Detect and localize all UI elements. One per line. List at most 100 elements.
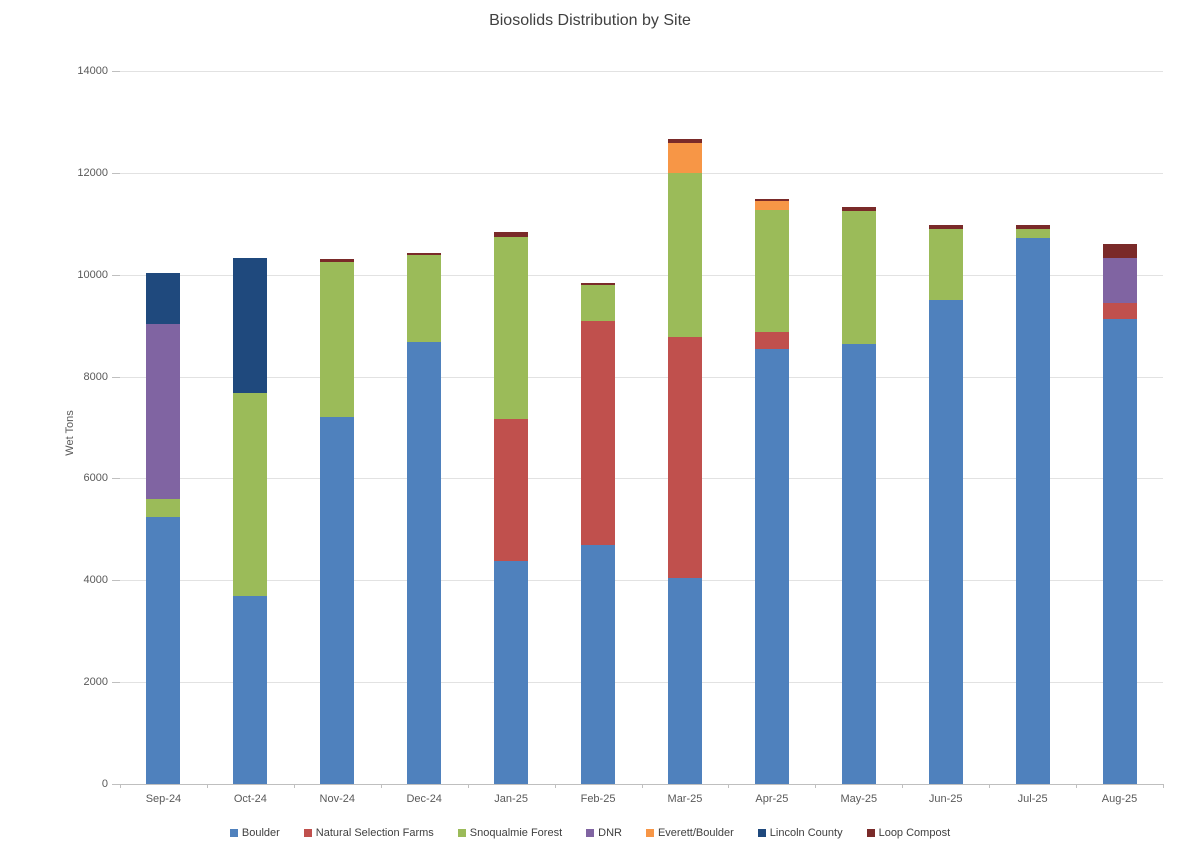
y-axis-tick [112,172,120,174]
bar-segment [754,332,789,349]
x-axis-tick-label: Apr-25 [755,793,789,805]
x-axis-tick [815,784,817,788]
y-gridline [120,682,1163,684]
x-axis-tick [293,784,295,788]
bar-segment [1102,319,1137,784]
x-axis-tick [467,784,469,788]
legend: Boulder Natural Selection Farms Snoqualmie… [0,827,1180,839]
legend-label: Boulder [241,827,280,839]
x-axis-tick [380,784,382,788]
legend-swatch [586,829,595,837]
y-axis-tick-label: 12000 [77,166,108,179]
x-axis-tick-label: Dec-24 [406,793,442,805]
bar-segment [146,499,181,518]
bar-segment [1102,243,1137,258]
bar-segment [667,143,702,173]
bar-segment [928,228,963,300]
y-gridline [120,376,1163,378]
x-axis-tick [989,784,991,788]
bar-segment [494,419,529,561]
bar-segment [841,211,876,345]
bar-segment [146,324,181,500]
x-axis-tick [1076,784,1078,788]
bar-segment [667,139,702,144]
y-axis-tick-label: 14000 [77,65,108,77]
y-gridline [120,580,1163,582]
x-axis-tick [1163,784,1164,788]
bar-segment [667,577,702,784]
bar-segment [754,201,789,210]
bar-segment [581,282,616,286]
legend-item-boulder: Boulder [229,827,280,839]
y-axis-tick [112,580,120,582]
bar-segment [494,560,529,784]
x-axis-tick-label: Nov-24 [319,793,356,805]
y-axis-label: Wet Tons [64,410,76,456]
y-axis-tick [112,376,120,378]
legend-swatch [645,829,654,837]
x-axis-tick-label: Aug-25 [1101,793,1138,805]
legend-swatch [757,829,766,837]
bar-segment [320,261,355,418]
bar-segment [581,545,616,784]
bar-segment [320,258,355,262]
legend-item-dnr: DNR [586,827,622,839]
legend-swatch [229,829,238,837]
bar-segment [928,299,963,784]
y-gridline [120,172,1163,174]
bar-segment [407,342,442,784]
x-axis-tick [641,784,643,788]
y-axis-tick-label: 8000 [83,370,108,383]
bar-segment [320,417,355,784]
legend-swatch [866,829,875,837]
bar-segment [581,285,616,321]
bar-segment [841,206,876,212]
x-axis-tick-label: May-25 [840,793,878,805]
y-axis-tick [112,274,120,276]
bar-segment [667,337,702,578]
bar-segment [407,252,442,255]
y-gridline [120,71,1163,72]
bar-segment [754,209,789,333]
x-axis-tick-label: Jul-25 [1017,793,1048,805]
legend-item-loop-compost: Loop Compost [866,827,951,839]
y-axis-tick [112,682,120,684]
y-gridline [120,274,1163,276]
bar-segment [494,237,529,420]
x-axis-tick-label: Sep-24 [145,793,182,805]
y-axis-tick [112,478,120,480]
y-axis-tick-label: 4000 [83,574,108,587]
bar-segment [841,344,876,784]
x-axis-tick-label: Jan-25 [494,793,528,805]
legend-item-snoqualmie-forest: Snoqualmie Forest [457,827,562,839]
legend-label: Lincoln County [769,827,843,839]
legend-label: DNR [598,827,622,839]
bar-segment [1102,303,1137,319]
bar-segment [233,257,268,394]
legend-swatch [303,829,312,837]
y-axis-tick-label: 2000 [83,676,108,689]
bar-segment [1102,257,1137,304]
bar-segment [1015,225,1050,230]
y-axis-tick-label: 6000 [83,472,108,485]
legend-label: Loop Compost [878,827,951,839]
legend-swatch [457,829,466,837]
legend-label: Natural Selection Farms [315,827,434,839]
x-axis-tick-label: Mar-25 [667,793,703,805]
x-axis-tick [554,784,556,788]
bar-segment [146,517,181,784]
x-axis-tick-label: Oct-24 [233,793,267,805]
y-axis-tick [112,71,120,72]
bar-segment [146,273,181,325]
x-axis-tick [120,784,121,788]
bar-segment [754,348,789,784]
bar-segment [407,254,442,343]
legend-item-everett-boulder: Everett/Boulder [645,827,734,839]
x-axis-tick [728,784,730,788]
y-gridline [120,478,1163,480]
bar-segment [233,393,268,597]
bar-segment [1015,238,1050,784]
y-axis-tick-label: 10000 [77,268,108,281]
y-axis-tick [112,784,120,785]
